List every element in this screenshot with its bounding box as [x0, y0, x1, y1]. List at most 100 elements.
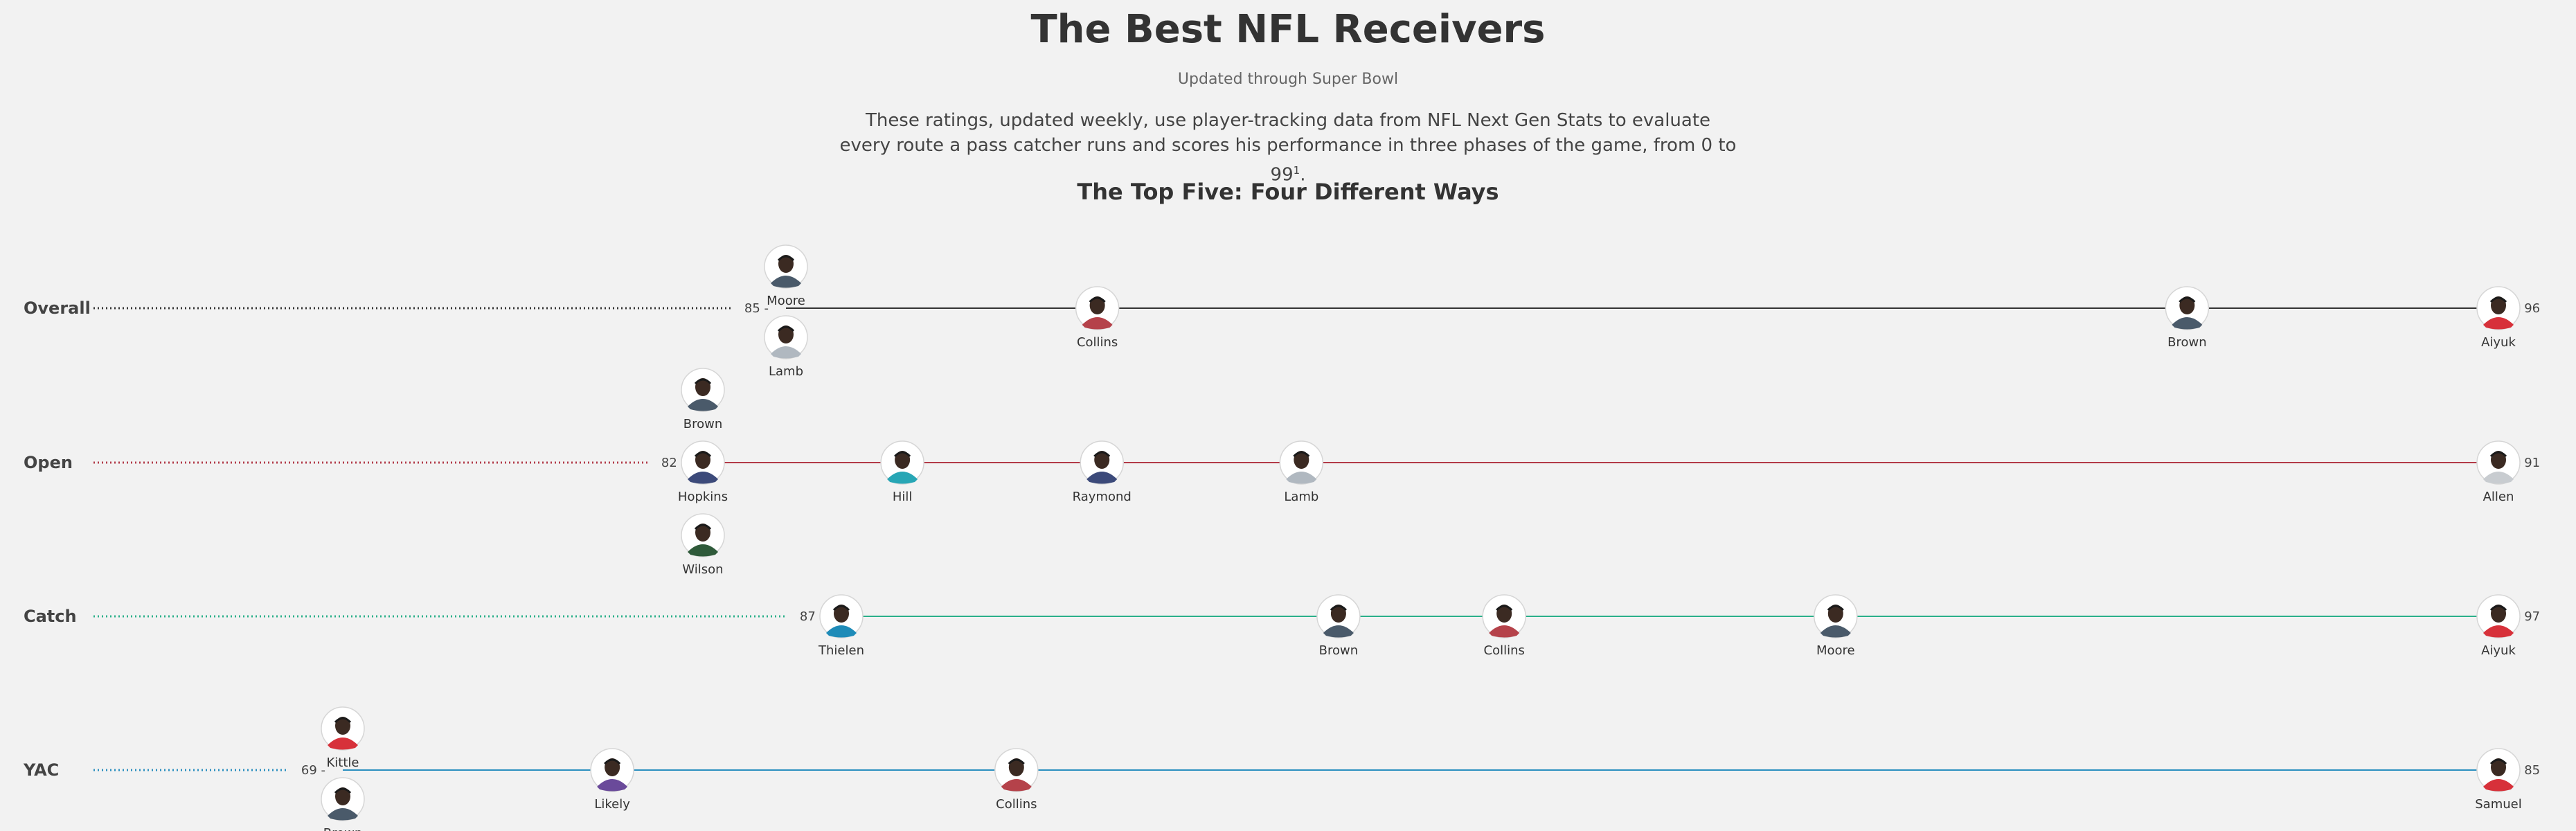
- player-head: [2491, 605, 2506, 623]
- tick-label-max: - 91: [2516, 456, 2540, 470]
- player-name: Lamb: [769, 364, 803, 379]
- row-label-yac: YAC: [23, 760, 59, 780]
- player-head: [695, 451, 710, 469]
- player-head: [2491, 758, 2506, 776]
- player-hair: [894, 451, 911, 458]
- jersey-shape: [1082, 317, 1113, 330]
- player-head: [1294, 451, 1309, 469]
- tick-label-min: 87 -: [800, 609, 824, 624]
- player-name: Raymond: [1073, 490, 1132, 504]
- row-label-catch: Catch: [24, 607, 77, 626]
- player-hair: [334, 717, 352, 724]
- jersey-shape: [771, 346, 801, 359]
- player-hair: [604, 758, 621, 765]
- player-name: Hill: [893, 490, 913, 504]
- player-head: [2491, 451, 2506, 469]
- player-head: [1089, 296, 1105, 314]
- player-name: Moore: [767, 294, 805, 308]
- tick-label-max: - 96: [2516, 301, 2540, 316]
- player-hair: [832, 605, 850, 611]
- jersey-shape: [1323, 625, 1354, 638]
- player-head: [335, 787, 350, 805]
- player-head: [834, 605, 849, 623]
- player-name: Brown: [683, 417, 723, 431]
- page-description: These ratings, updated weekly, use playe…: [838, 108, 1738, 188]
- player-name: Brown: [1319, 643, 1359, 658]
- player-head: [2179, 296, 2195, 314]
- description-end: .: [1300, 164, 1306, 186]
- tick-label-min: 82 -: [661, 456, 686, 470]
- jersey-shape: [2483, 472, 2514, 484]
- player-name: Hopkins: [678, 490, 728, 504]
- player-hair: [1827, 605, 1844, 611]
- page-subtitle: Updated through Super Bowl: [1177, 71, 1399, 88]
- player-head: [1496, 605, 1512, 623]
- player-head: [1094, 451, 1110, 469]
- player-hair: [1093, 451, 1111, 458]
- jersey-shape: [2483, 779, 2514, 792]
- player-head: [2491, 296, 2506, 314]
- player-hair: [2489, 605, 2507, 611]
- player-hair: [694, 378, 712, 385]
- player-name: Brown: [323, 826, 363, 831]
- jersey-shape: [688, 472, 718, 484]
- player-name: Collins: [996, 797, 1037, 812]
- jersey-shape: [1086, 472, 1118, 484]
- player-hair: [694, 524, 712, 530]
- player-hair: [777, 325, 795, 332]
- player-name: Wilson: [682, 562, 723, 577]
- section-title: The Top Five: Four Different Ways: [1077, 179, 1499, 205]
- description-text: These ratings, updated weekly, use playe…: [839, 110, 1737, 186]
- player-hair: [1330, 605, 1348, 611]
- row-label-open: Open: [24, 453, 73, 472]
- jersey-shape: [1820, 625, 1851, 638]
- jersey-shape: [688, 399, 718, 411]
- jersey-shape: [2483, 625, 2514, 638]
- jersey-shape: [771, 276, 801, 288]
- tick-label-max: - 85: [2516, 763, 2540, 778]
- player-hair: [334, 787, 352, 794]
- jersey-shape: [887, 472, 918, 484]
- player-head: [335, 717, 350, 735]
- player-head: [1008, 758, 1024, 776]
- player-hair: [2179, 296, 2196, 303]
- player-head: [778, 255, 794, 273]
- player-name: Samuel: [2475, 797, 2521, 812]
- player-hair: [1496, 605, 1513, 611]
- footnote-marker[interactable]: 1: [1293, 164, 1300, 177]
- player-hair: [777, 255, 795, 262]
- jersey-shape: [328, 808, 358, 821]
- tick-label-min: 85 -: [744, 301, 769, 316]
- jersey-shape: [2483, 317, 2514, 330]
- player-hair: [1089, 296, 1106, 303]
- player-name: Lamb: [1284, 490, 1318, 504]
- player-head: [695, 524, 710, 542]
- tick-label-max: - 97: [2516, 609, 2540, 624]
- player-name: Thielen: [818, 643, 864, 658]
- jersey-shape: [1489, 625, 1520, 638]
- player-name: Brown: [2167, 335, 2207, 350]
- player-name: Likely: [594, 797, 630, 812]
- jersey-shape: [1001, 779, 1032, 792]
- player-head: [695, 378, 710, 396]
- player-name: Collins: [1077, 335, 1118, 350]
- player-hair: [1008, 758, 1025, 765]
- player-hair: [694, 451, 712, 458]
- player-head: [895, 451, 911, 469]
- player-name: Allen: [2483, 490, 2514, 504]
- player-name: Moore: [1816, 643, 1855, 658]
- page-title: The Best NFL Receivers: [1030, 7, 1546, 52]
- jersey-shape: [688, 544, 718, 557]
- player-head: [1330, 605, 1346, 623]
- player-head: [605, 758, 620, 776]
- player-name: Aiyuk: [2481, 643, 2516, 658]
- player-hair: [2489, 758, 2507, 765]
- jersey-shape: [328, 738, 358, 750]
- player-hair: [2489, 296, 2507, 303]
- player-name: Kittle: [327, 756, 359, 770]
- tick-label-min: 69 -: [301, 763, 325, 778]
- jersey-shape: [826, 625, 857, 638]
- player-head: [778, 325, 794, 343]
- row-label-overall: Overall: [24, 298, 91, 318]
